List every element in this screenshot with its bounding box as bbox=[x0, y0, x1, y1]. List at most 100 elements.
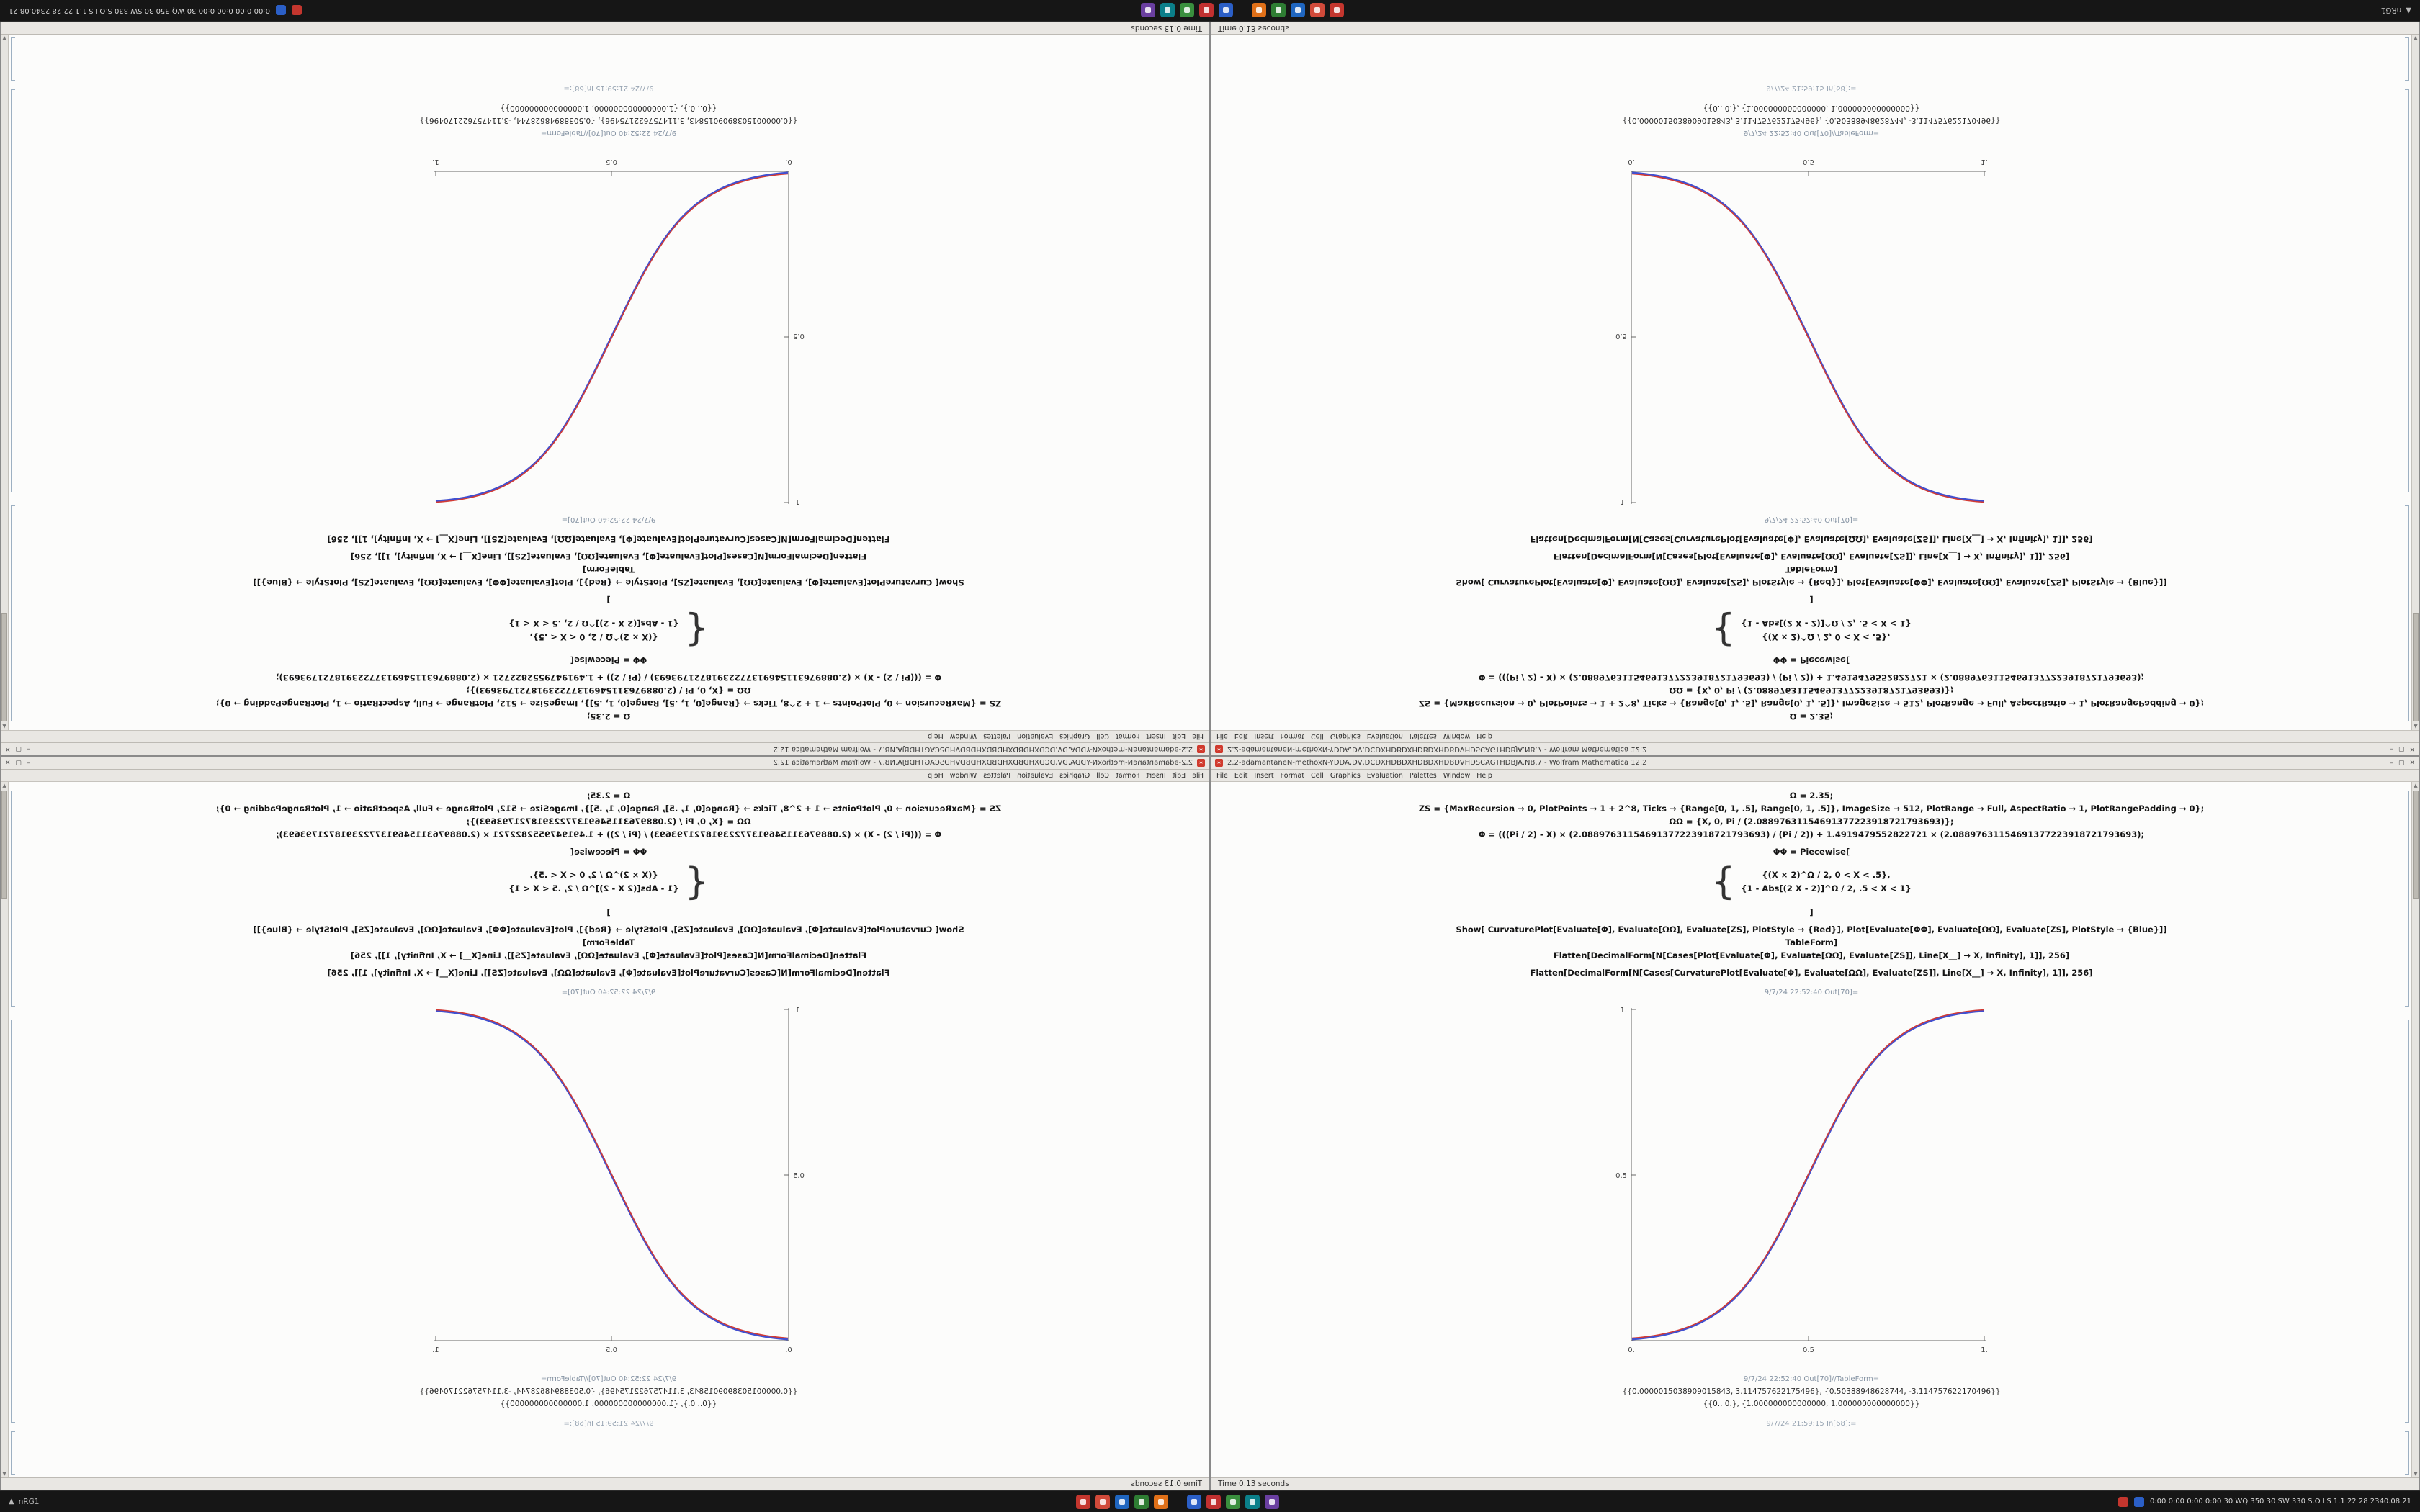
cell-bracket[interactable] bbox=[11, 37, 15, 81]
menu-item-graphics[interactable]: Graphics bbox=[1059, 732, 1090, 741]
menu-item-graphics[interactable]: Graphics bbox=[1330, 771, 1361, 780]
window-titlebar[interactable]: ✶ 2.2-adamantaneN-methoxN-YDDA,DV,DCDXHD… bbox=[1, 742, 1209, 755]
code-cell-flatten-plot[interactable]: Flatten[DecimalForm[N[Cases[Plot[Evaluat… bbox=[350, 950, 867, 960]
code-cell-range[interactable]: ΩΩ = {X, 0, Pi / (2.08897631154691377223… bbox=[466, 685, 751, 696]
menu-item-insert[interactable]: Insert bbox=[1146, 732, 1166, 741]
code-cell-phi[interactable]: Φ = (((Pi / 2) - X) × (2.088976311546913… bbox=[1478, 672, 2145, 683]
code-cell-piecewise-close[interactable]: ] bbox=[606, 595, 611, 605]
minimize-button[interactable]: – bbox=[27, 745, 30, 753]
menu-item-palettes[interactable]: Palettes bbox=[1409, 732, 1437, 741]
code-cell-flatten-curvatureplot[interactable]: Flatten[DecimalForm[N[Cases[CurvaturePlo… bbox=[327, 534, 890, 544]
taskbar-expand-icon[interactable]: ▲ bbox=[9, 1498, 14, 1506]
code-cell-piecewise-close[interactable]: ] bbox=[1809, 907, 1814, 917]
scroll-down-arrow[interactable]: ▼ bbox=[2414, 35, 2418, 41]
menu-item-window[interactable]: Window bbox=[949, 732, 977, 741]
piecewise-row-1[interactable]: {(X × 2)^Ω / 2, 0 < X < .5}, bbox=[1762, 870, 1891, 880]
menu-item-help[interactable]: Help bbox=[1476, 732, 1492, 741]
window-titlebar[interactable]: ✶ 2.2-adamantaneN-methoxN-YDDA,DV,DCDXHD… bbox=[1, 757, 1209, 770]
menu-item-cell[interactable]: Cell bbox=[1311, 771, 1324, 780]
scroll-down-arrow[interactable]: ▼ bbox=[2, 35, 6, 41]
browser-red-app-icon[interactable] bbox=[1309, 3, 1325, 18]
menu-item-help[interactable]: Help bbox=[928, 771, 944, 780]
vertical-scrollbar[interactable]: ▲ ▼ bbox=[1, 35, 9, 730]
cell-bracket[interactable] bbox=[11, 1431, 15, 1475]
menu-item-evaluation[interactable]: Evaluation bbox=[1366, 732, 1403, 741]
purple-app-icon[interactable] bbox=[1140, 3, 1155, 18]
menu-item-help[interactable]: Help bbox=[1476, 771, 1492, 780]
code-cell-piecewise-open[interactable]: ΦΦ = Piecewise[ bbox=[1773, 655, 1850, 665]
scroll-up-arrow[interactable]: ▲ bbox=[2, 783, 6, 788]
scroll-thumb[interactable] bbox=[2413, 613, 2419, 721]
mail-app-icon[interactable] bbox=[1329, 3, 1344, 18]
tray-blue-icon[interactable] bbox=[276, 5, 287, 16]
piecewise-row-1[interactable]: {(X × 2)^Ω / 2, 0 < X < .5}, bbox=[529, 870, 658, 880]
piecewise-group[interactable]: { {(X × 2)^Ω / 2, 0 < X < .5}, {1 - Abs[… bbox=[1219, 858, 2403, 906]
piecewise-group[interactable]: { {(X × 2)^Ω / 2, 0 < X < .5}, {1 - Abs[… bbox=[17, 606, 1201, 654]
menu-item-evaluation[interactable]: Evaluation bbox=[1017, 771, 1054, 780]
minimize-button[interactable]: – bbox=[27, 759, 30, 767]
piecewise-row-2[interactable]: {1 - Abs[(2 X - 2)]^Ω / 2, .5 < X < 1} bbox=[508, 883, 679, 894]
taskbar-expand-icon[interactable]: ▲ bbox=[2406, 6, 2411, 14]
cell-bracket[interactable] bbox=[2405, 1431, 2409, 1475]
maximize-button[interactable]: ▢ bbox=[2398, 759, 2405, 767]
orange-app-icon[interactable] bbox=[1251, 3, 1266, 18]
code-cell-options[interactable]: ZS = {MaxRecursion → 0, PlotPoints → 1 +… bbox=[1418, 804, 2205, 814]
code-cell-flatten-plot[interactable]: Flatten[DecimalForm[N[Cases[Plot[Evaluat… bbox=[350, 552, 867, 562]
code-cell-show[interactable]: Show[ CurvaturePlot[Evaluate[Φ], Evaluat… bbox=[253, 924, 964, 935]
window-titlebar[interactable]: ✶ 2.2-adamantaneN-methoxN-YDDA,DV,DCDXHD… bbox=[1211, 757, 2419, 770]
code-cell-piecewise-open[interactable]: ΦΦ = Piecewise[ bbox=[1773, 847, 1850, 857]
cell-bracket[interactable] bbox=[2405, 505, 2409, 721]
cell-bracket[interactable] bbox=[11, 505, 15, 721]
code-cell-piecewise-close[interactable]: ] bbox=[606, 907, 611, 917]
piecewise-row-2[interactable]: {1 - Abs[(2 X - 2)]^Ω / 2, .5 < X < 1} bbox=[1741, 883, 1912, 894]
menu-item-edit[interactable]: Edit bbox=[1172, 732, 1186, 741]
tray-blue-icon[interactable] bbox=[2133, 1496, 2144, 1507]
vertical-scrollbar[interactable]: ▲ ▼ bbox=[2411, 35, 2419, 730]
code-cell-phi[interactable]: Φ = (((Pi / 2) - X) × (2.088976311546913… bbox=[275, 829, 942, 840]
red-app-icon[interactable] bbox=[1198, 3, 1214, 18]
code-cell-range[interactable]: ΩΩ = {X, 0, Pi / (2.08897631154691377223… bbox=[1669, 685, 1954, 696]
window-titlebar[interactable]: ✶ 2.2-adamantaneN-methoxN-YDDA,DV,DCDXHD… bbox=[1211, 742, 2419, 755]
code-cell-tableform[interactable]: TableForm] bbox=[1785, 564, 1838, 575]
menu-item-file[interactable]: File bbox=[1216, 771, 1228, 780]
scroll-thumb[interactable] bbox=[1, 613, 7, 721]
code-cell-show[interactable]: Show[ CurvaturePlot[Evaluate[Φ], Evaluat… bbox=[1456, 924, 2167, 935]
code-cell-options[interactable]: ZS = {MaxRecursion → 0, PlotPoints → 1 +… bbox=[215, 698, 1002, 708]
cell-bracket[interactable] bbox=[2405, 791, 2409, 1007]
code-cell-phi[interactable]: Φ = (((Pi / 2) - X) × (2.088976311546913… bbox=[275, 672, 942, 683]
menu-item-palettes[interactable]: Palettes bbox=[1409, 771, 1437, 780]
minimize-button[interactable]: – bbox=[2390, 759, 2393, 767]
code-cell-phi[interactable]: Φ = (((Pi / 2) - X) × (2.088976311546913… bbox=[1478, 829, 2145, 840]
code-cell-omega[interactable]: Ω = 2.35; bbox=[586, 711, 631, 721]
close-button[interactable]: ✕ bbox=[2409, 759, 2415, 767]
code-cell-flatten-curvatureplot[interactable]: Flatten[DecimalForm[N[Cases[CurvaturePlo… bbox=[1530, 968, 2093, 978]
red-app-icon[interactable] bbox=[1206, 1494, 1222, 1509]
orange-app-icon[interactable] bbox=[1154, 1494, 1169, 1509]
menu-item-graphics[interactable]: Graphics bbox=[1059, 771, 1090, 780]
piecewise-group[interactable]: { {(X × 2)^Ω / 2, 0 < X < .5}, {1 - Abs[… bbox=[1219, 606, 2403, 654]
menu-item-cell[interactable]: Cell bbox=[1311, 732, 1324, 741]
menu-item-file[interactable]: File bbox=[1216, 732, 1228, 741]
close-button[interactable]: ✕ bbox=[5, 759, 11, 767]
code-cell-omega[interactable]: Ω = 2.35; bbox=[586, 791, 631, 801]
menu-item-edit[interactable]: Edit bbox=[1234, 732, 1248, 741]
maximize-button[interactable]: ▢ bbox=[15, 745, 22, 753]
vertical-scrollbar[interactable]: ▲ ▼ bbox=[1, 782, 9, 1477]
code-cell-show[interactable]: Show[ CurvaturePlot[Evaluate[Φ], Evaluat… bbox=[1456, 577, 2167, 588]
menu-item-cell[interactable]: Cell bbox=[1096, 732, 1109, 741]
green-app-icon[interactable] bbox=[1226, 1494, 1241, 1509]
menu-item-help[interactable]: Help bbox=[928, 732, 944, 741]
cell-bracket[interactable] bbox=[11, 1020, 15, 1423]
menu-item-file[interactable]: File bbox=[1192, 771, 1204, 780]
files-blue-app-icon[interactable] bbox=[1115, 1494, 1130, 1509]
scroll-down-arrow[interactable]: ▼ bbox=[2414, 1471, 2418, 1477]
piecewise-group[interactable]: { {(X × 2)^Ω / 2, 0 < X < .5}, {1 - Abs[… bbox=[17, 858, 1201, 906]
menu-item-format[interactable]: Format bbox=[1115, 732, 1140, 741]
code-cell-range[interactable]: ΩΩ = {X, 0, Pi / (2.08897631154691377223… bbox=[466, 816, 751, 827]
files-blue-app-icon[interactable] bbox=[1290, 3, 1305, 18]
browser-red-app-icon[interactable] bbox=[1095, 1494, 1111, 1509]
menu-item-edit[interactable]: Edit bbox=[1234, 771, 1248, 780]
code-cell-options[interactable]: ZS = {MaxRecursion → 0, PlotPoints → 1 +… bbox=[215, 804, 1002, 814]
menu-item-insert[interactable]: Insert bbox=[1146, 771, 1166, 780]
minimize-button[interactable]: – bbox=[2390, 745, 2393, 753]
